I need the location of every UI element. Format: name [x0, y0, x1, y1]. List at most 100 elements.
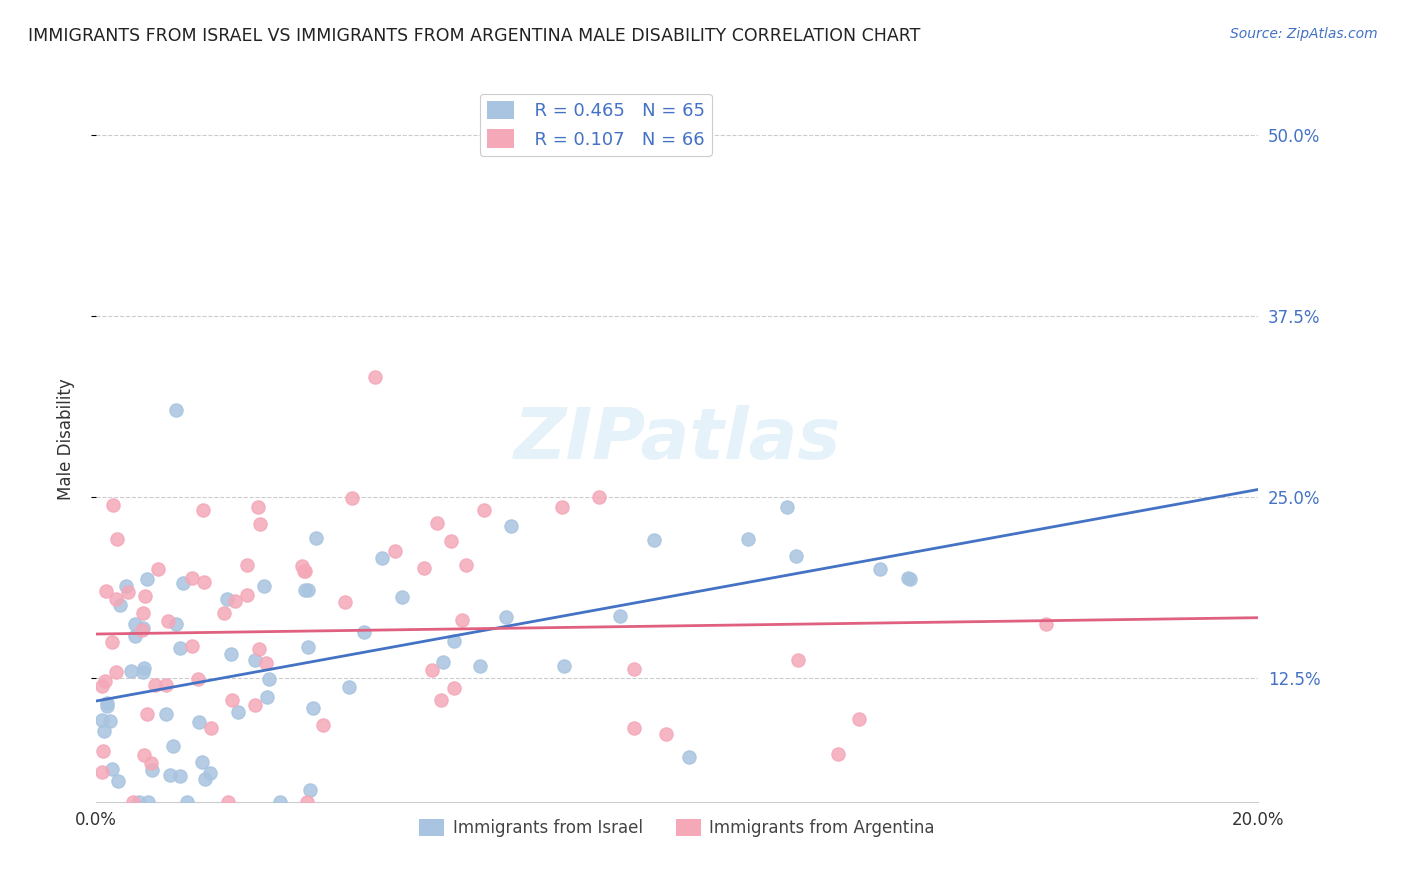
Point [159, 767, 181, 781]
Point [340, 491, 363, 506]
Point [172, 576, 194, 591]
Text: IMMIGRANTS FROM ISRAEL VS IMMIGRANTS FROM ARGENTINA MALE DISABILITY CORRELATION : IMMIGRANTS FROM ISRAEL VS IMMIGRANTS FRO… [28, 27, 921, 45]
Point [848, 712, 870, 726]
Point [194, 772, 217, 786]
Point [426, 516, 449, 530]
Point [292, 565, 315, 579]
Text: Source: ZipAtlas.com: Source: ZipAtlas.com [1230, 27, 1378, 41]
Point [93, 673, 115, 688]
Point [432, 655, 454, 669]
Point [162, 739, 184, 754]
Point [294, 564, 316, 578]
Point [869, 561, 891, 575]
Point [312, 718, 335, 732]
Point [897, 571, 920, 585]
Point [132, 606, 155, 620]
Point [243, 653, 266, 667]
Point [623, 721, 645, 735]
Point [117, 585, 139, 599]
Point [96, 696, 118, 710]
Point [827, 747, 849, 761]
Point [115, 579, 138, 593]
Point [298, 782, 321, 797]
Point [134, 589, 156, 603]
Point [96, 698, 118, 713]
Point [609, 609, 631, 624]
Point [122, 795, 145, 809]
Point [156, 614, 179, 628]
Point [101, 498, 124, 512]
Point [226, 705, 249, 719]
Point [108, 599, 131, 613]
Point [236, 558, 259, 572]
Point [256, 690, 278, 704]
Point [413, 561, 436, 575]
Point [136, 707, 159, 722]
Point [181, 571, 204, 585]
Point [193, 503, 215, 517]
Legend: Immigrants from Israel, Immigrants from Argentina: Immigrants from Israel, Immigrants from … [413, 813, 942, 844]
Point [105, 532, 128, 546]
Point [131, 623, 153, 637]
Point [191, 755, 214, 769]
Point [143, 677, 166, 691]
Point [105, 592, 128, 607]
Point [200, 721, 222, 735]
Point [148, 562, 170, 576]
Point [100, 762, 122, 776]
Point [1035, 616, 1057, 631]
Point [451, 614, 474, 628]
Point [643, 533, 665, 547]
Point [219, 647, 242, 661]
Point [101, 635, 124, 649]
Point [131, 621, 153, 635]
Point [193, 575, 215, 590]
Point [124, 617, 146, 632]
Point [588, 490, 610, 504]
Point [135, 573, 157, 587]
Text: ZIPatlas: ZIPatlas [513, 405, 841, 474]
Point [217, 592, 239, 607]
Point [295, 795, 318, 809]
Point [105, 665, 128, 679]
Point [165, 402, 187, 417]
Point [737, 533, 759, 547]
Point [224, 593, 246, 607]
Point [128, 795, 150, 809]
Point [297, 640, 319, 654]
Point [440, 534, 463, 549]
Point [495, 609, 517, 624]
Point [120, 665, 142, 679]
Point [217, 795, 239, 809]
Point [139, 756, 162, 771]
Point [176, 795, 198, 809]
Point [169, 640, 191, 655]
Point [136, 795, 159, 809]
Point [187, 672, 209, 686]
Point [420, 663, 443, 677]
Point [134, 747, 156, 762]
Point [187, 715, 209, 730]
Point [429, 693, 451, 707]
Point [305, 531, 328, 545]
Point [90, 764, 112, 779]
Point [91, 744, 114, 758]
Point [364, 370, 387, 384]
Point [501, 518, 523, 533]
Point [443, 633, 465, 648]
Point [454, 558, 477, 573]
Point [337, 680, 360, 694]
Point [353, 624, 375, 639]
Point [678, 750, 700, 764]
Point [141, 764, 163, 778]
Point [391, 591, 413, 605]
Point [785, 549, 807, 564]
Point [371, 551, 394, 566]
Point [900, 572, 922, 586]
Point [333, 594, 356, 608]
Point [297, 583, 319, 598]
Point [384, 544, 406, 558]
Point [98, 714, 121, 728]
Point [254, 656, 277, 670]
Point [468, 658, 491, 673]
